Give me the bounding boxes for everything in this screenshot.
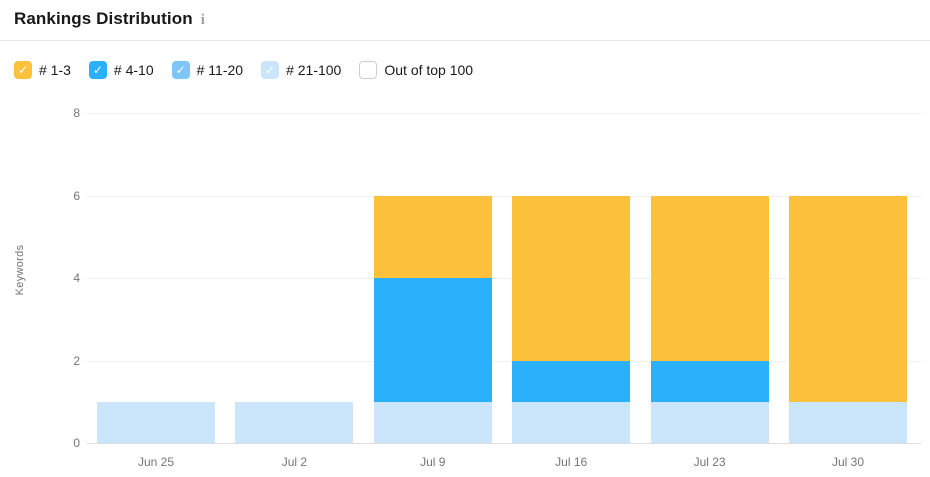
y-tick-label: 6 <box>73 188 80 203</box>
y-tick-label: 4 <box>73 271 80 285</box>
legend-item-out-of-top-100[interactable]: Out of top 100 <box>359 61 473 79</box>
bar-segment-21-100[interactable] <box>789 401 907 443</box>
x-axis-baseline <box>87 443 921 444</box>
bar-segment-21-100[interactable] <box>650 401 769 443</box>
legend-item-label: Out of top 100 <box>384 62 474 78</box>
x-axis-label: Jul 2 <box>281 455 308 469</box>
gridline <box>87 113 921 114</box>
legend-item-label: # 11-20 <box>196 62 244 78</box>
gridline <box>87 278 921 279</box>
bar-segment-21-100[interactable] <box>235 401 354 443</box>
bar-segment-1-3[interactable] <box>650 195 769 361</box>
bar-segment-1-3[interactable] <box>789 195 907 402</box>
legend-item-label: # 1-3 <box>39 62 71 78</box>
checkbox-unchecked-icon[interactable] <box>359 61 378 79</box>
y-tick-label: 8 <box>73 106 80 120</box>
bar-segment-1-3[interactable] <box>512 195 631 361</box>
checkbox-checked-icon[interactable]: ✓ <box>171 61 190 79</box>
checkmark-icon: ✓ <box>265 63 276 77</box>
x-axis-label: Jun 25 <box>137 455 175 469</box>
x-axis-label: Jul 16 <box>555 455 588 469</box>
bar-segment-21-100[interactable] <box>97 401 215 443</box>
legend-item-21-100[interactable]: ✓ # 21-100 <box>261 61 341 79</box>
checkbox-checked-icon[interactable]: ✓ <box>261 61 280 79</box>
x-axis-label: Jul 9 <box>420 455 446 469</box>
bar-segment-1-3[interactable] <box>373 195 492 278</box>
checkbox-checked-icon[interactable]: ✓ <box>14 61 32 79</box>
x-axis-label: Jul 30 <box>831 455 865 469</box>
card-header: Rankings Distribution i <box>14 9 205 29</box>
legend-item-11-20[interactable]: ✓ # 11-20 <box>171 61 244 79</box>
checkmark-icon: ✓ <box>175 63 186 77</box>
legend: ✓ # 1-3 ✓ # 4-10 ✓ # 11-20 ✓ # 21-100 Out of top… <box>14 58 473 82</box>
y-tick-label: 0 <box>73 436 80 450</box>
gridline <box>87 360 921 362</box>
page-title: Rankings Distribution <box>14 9 193 28</box>
bar-segment-4-10[interactable] <box>650 360 769 402</box>
bar-segment-21-100[interactable] <box>373 401 492 443</box>
legend-item-label: # 4-10 <box>113 62 154 78</box>
checkmark-icon: ✓ <box>17 63 29 77</box>
x-axis-label: Jul 23 <box>693 455 726 469</box>
bar-segment-21-100[interactable] <box>512 401 631 443</box>
bar-segment-4-10[interactable] <box>512 360 631 402</box>
bar-segment-4-10[interactable] <box>373 278 492 402</box>
gridline <box>87 195 921 197</box>
legend-item-4-10[interactable]: ✓ # 4-10 <box>88 61 154 79</box>
y-tick-label: 2 <box>73 353 80 368</box>
checkbox-checked-icon[interactable]: ✓ <box>88 61 107 79</box>
legend-item-1-3[interactable]: ✓ # 1-3 <box>14 61 71 79</box>
info-icon[interactable]: i <box>200 11 205 28</box>
legend-item-label: # 21-100 <box>286 62 342 78</box>
checkmark-icon: ✓ <box>92 63 103 77</box>
y-axis-title: Keywords <box>14 244 26 296</box>
header-divider <box>0 40 930 41</box>
